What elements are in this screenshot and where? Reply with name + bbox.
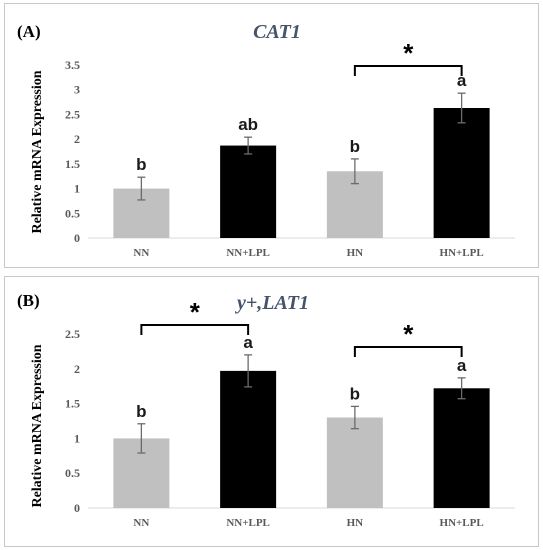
significance-letter: b	[136, 402, 146, 421]
x-tick-label: NN+LPL	[226, 247, 270, 259]
significance-letter: b	[350, 384, 360, 403]
y-tick-label: 0.5	[65, 466, 80, 480]
y-tick-label: 2	[74, 362, 80, 376]
significance-letter: a	[457, 356, 467, 375]
y-tick-label: 3	[74, 83, 80, 97]
chart-panel-a: (A) CAT1 Relative mRNA Expression 0 0.5 1 1…	[4, 3, 539, 268]
y-tick-label: 0	[74, 501, 80, 515]
y-axis-label: Relative mRNA Expression	[30, 344, 45, 507]
y-tick-label: 1.5	[65, 397, 80, 411]
chart-b-svg: (B) y+,LAT1 Relative mRNA Expression 0 0.…	[17, 291, 515, 529]
y-tick-label: 1.5	[65, 157, 80, 171]
y-tick-label: 1	[74, 182, 80, 196]
bar	[433, 388, 490, 508]
panel-label: (A)	[17, 22, 41, 41]
y-axis-label: Relative mRNA Expression	[30, 70, 45, 233]
y-tick-label: 1	[74, 431, 80, 445]
x-tick-label: NN	[133, 517, 149, 529]
chart-title: CAT1	[253, 21, 301, 43]
y-tick-label: 2.5	[65, 327, 80, 341]
y-tick-label: 3.5	[65, 58, 80, 72]
significance-star: *	[403, 319, 414, 349]
significance-bracket	[140, 324, 250, 335]
y-tick-label: 0.5	[65, 206, 80, 220]
significance-star: *	[190, 297, 201, 327]
significance-letter: a	[243, 333, 253, 352]
y-tick-label: 0	[74, 231, 80, 245]
chart-a-svg: (A) CAT1 Relative mRNA Expression 0 0.5 1 1…	[17, 21, 515, 259]
panel-label: (B)	[17, 291, 40, 310]
bar	[220, 370, 277, 508]
significance-bracket	[353, 346, 463, 357]
significance-bracket	[353, 65, 463, 76]
significance-letter: b	[350, 137, 360, 156]
x-tick-label: HN	[347, 247, 364, 259]
chart-panel-b: (B) y+,LAT1 Relative mRNA Expression 0 0.…	[4, 276, 539, 547]
x-tick-label: HN	[347, 517, 364, 529]
significance-star: *	[403, 38, 414, 68]
y-tick-label: 2	[74, 132, 80, 146]
y-tick-label: 2.5	[65, 107, 80, 121]
significance-letter: b	[136, 155, 146, 174]
x-tick-label: HN+LPL	[440, 517, 484, 529]
chart-title: y+,LAT1	[235, 292, 309, 314]
x-tick-label: HN+LPL	[440, 247, 484, 259]
bar	[433, 108, 490, 238]
x-tick-label: NN	[133, 247, 149, 259]
bar	[220, 145, 277, 238]
significance-letter: a	[457, 71, 467, 90]
significance-letter: ab	[238, 115, 258, 134]
bar	[326, 417, 383, 508]
x-tick-label: NN+LPL	[226, 517, 270, 529]
